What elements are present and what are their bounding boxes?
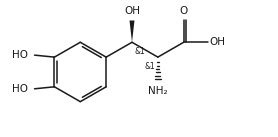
Polygon shape <box>130 21 135 42</box>
Text: O: O <box>180 5 188 15</box>
Text: OH: OH <box>124 5 140 15</box>
Text: &1: &1 <box>135 47 146 56</box>
Text: HO: HO <box>12 50 28 60</box>
Text: OH: OH <box>210 37 225 47</box>
Text: HO: HO <box>12 84 28 94</box>
Text: NH₂: NH₂ <box>148 86 168 96</box>
Text: &1: &1 <box>144 62 155 71</box>
